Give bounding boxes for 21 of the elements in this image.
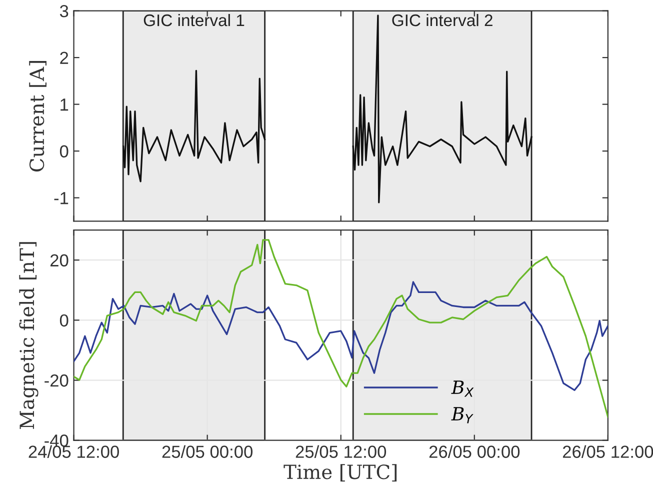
x-tick-label: 26/05 00:00 (429, 445, 520, 458)
y-tick-label: 3 (60, 4, 68, 18)
y-tick-label: 0 (60, 145, 68, 158)
y-tick-label: -40 (44, 434, 68, 447)
y-tick-label: 1 (60, 98, 68, 111)
legend-label: B$_{Y}$ (451, 407, 474, 424)
band-label: GIC interval 2 (392, 14, 492, 26)
y-tick-label: -1 (54, 192, 68, 204)
y-tick-label: 0 (60, 314, 68, 327)
y-axis-title: Magnetic field [nT] (19, 242, 38, 429)
x-tick-label: 26/05 12:00 (562, 445, 653, 458)
x-tick-label: 24/05 12:00 (28, 445, 119, 458)
x-tick-label: 25/05 00:00 (162, 445, 253, 458)
legend-label: B$_{X}$ (451, 380, 474, 397)
y-axis-title: Current [A] (29, 61, 46, 172)
y-tick-label: 20 (50, 254, 68, 267)
y-tick-label: 2 (60, 52, 68, 64)
x-axis-title: Time [UTC] (284, 464, 397, 482)
band-label: GIC interval 1 (144, 14, 244, 26)
y-tick-label: -20 (44, 374, 68, 387)
x-tick-label: 25/05 12:00 (296, 445, 386, 458)
